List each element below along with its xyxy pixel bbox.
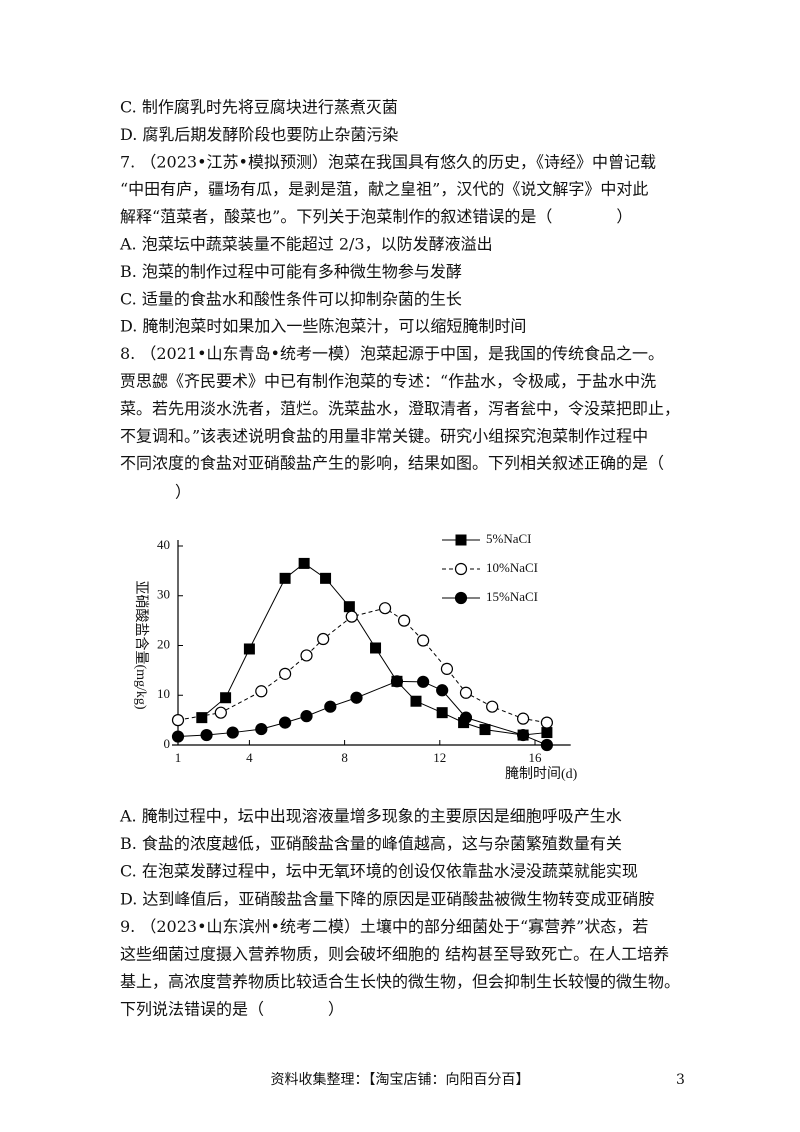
marker xyxy=(171,730,185,743)
marker xyxy=(279,716,292,729)
text-line: 8. （2021•山东青岛•统考一模）泡菜起源于中国，是我国的传统食品之一。 xyxy=(120,344,664,363)
text-line: 这些细菌过度摄入营养物质，则会破坏细胞的 结构甚至导致死亡。在人工培养 xyxy=(120,945,669,964)
text-line: D. 腌制泡菜时如果加入一些陈泡菜汁，可以缩短腌制时间 xyxy=(120,317,526,336)
marker xyxy=(440,662,454,675)
x-tick-label: 8 xyxy=(341,750,348,765)
marker xyxy=(459,711,473,724)
marker xyxy=(214,706,227,719)
legend-label: 5%NaCI xyxy=(486,531,532,546)
marker xyxy=(320,572,332,584)
y-tick-label: 10 xyxy=(157,686,170,701)
marker xyxy=(300,710,313,723)
text-line: B. 食盐的浓度越低，亚硝酸盐含量的峰值越高，这与杂菌繁殖数量有关 xyxy=(120,834,622,853)
marker xyxy=(459,686,473,699)
footer: 资料收集整理：【淘宝店铺：向阳百分百】 xyxy=(271,1071,530,1088)
marker xyxy=(279,572,291,584)
marker xyxy=(171,714,185,727)
text-line: D. 达到峰值后，亚硝酸盐含量下降的原因是亚硝酸盐被微生物转变成亚硝胺 xyxy=(120,889,654,908)
x-tick-label: 4 xyxy=(246,750,253,765)
marker xyxy=(390,675,404,688)
marker xyxy=(516,712,530,725)
marker xyxy=(345,610,358,623)
marker xyxy=(436,684,449,697)
marker xyxy=(300,649,313,662)
text-line: 贾思勰《齐民要术》中已有制作泡菜的专述：“作盐水，令极咸，于盐水中洗 xyxy=(120,372,656,391)
text-line: 7. （2023•江苏•模拟预测）泡菜在我国具有悠久的历史，《诗经》中曾记载 xyxy=(120,152,656,171)
text-line: 不复调和。”该表述说明食盐的用量非常关键。研究小组探究泡菜制作过程中 xyxy=(120,426,648,445)
marker xyxy=(378,602,392,615)
text-line: C. 制作腐乳时先将豆腐块进行蒸煮灭菌 xyxy=(120,98,398,117)
text-line: C. 在泡菜发酵过程中，坛中无氧环境的创设仅依靠盐水浸没蔬菜就能实现 xyxy=(120,862,638,881)
marker xyxy=(243,643,255,655)
text-line: D. 腐乳后期发酵阶段也要防止杂菌污染 xyxy=(120,125,398,144)
text-line: 不同浓度的食盐对亚硝酸盐产生的影响，结果如图。下列相关叙述正确的是（ xyxy=(120,454,664,473)
marker xyxy=(516,728,530,742)
x-tick-label: 1 xyxy=(175,750,182,765)
y-tick-label: 0 xyxy=(164,736,171,751)
marker xyxy=(410,695,422,707)
legend-label: 15%NaCI xyxy=(486,589,538,604)
x-axis-label: 腌制时间(d) xyxy=(505,766,578,782)
text-line: ） xyxy=(175,483,191,502)
legend-marker xyxy=(454,591,468,605)
text-line: 下列说法错误的是（ ） xyxy=(120,1000,344,1019)
text-line: 9. （2023•山东滨州•统考二模）土壤中的部分细菌处于“寡营养”状态，若 xyxy=(120,917,648,936)
marker xyxy=(370,642,382,654)
marker xyxy=(486,700,499,713)
marker xyxy=(255,722,268,736)
text-line: “中田有庐，疆场有瓜，是剥是菹，献之皇祖”，汉代的《说文解字》中对此 xyxy=(120,180,648,199)
text-line: B. 泡菜的制作过程中可能有多种微生物参与发酵 xyxy=(120,262,462,281)
marker xyxy=(540,716,554,729)
marker xyxy=(343,601,355,613)
marker xyxy=(226,726,239,739)
text-line: A. 泡菜坛中蔬菜装量不能超过 2/3，以防发酵液溢出 xyxy=(119,235,493,254)
marker xyxy=(541,727,553,739)
marker xyxy=(200,728,213,742)
marker xyxy=(479,724,491,736)
text-line: A. 腌制过程中，坛中出现溶液量增多现象的主要原因是细胞呼吸产生水 xyxy=(119,807,622,826)
y-tick-label: 20 xyxy=(157,636,170,651)
marker xyxy=(398,614,411,627)
marker xyxy=(436,707,448,719)
marker xyxy=(317,632,330,646)
x-tick-label: 12 xyxy=(433,750,446,765)
legend-marker xyxy=(455,534,467,546)
y-tick-label: 40 xyxy=(157,537,170,552)
text-line: 解释“菹菜者，酸菜也”。下列关于泡菜制作的叙述错误的是（ ） xyxy=(120,207,632,226)
marker xyxy=(540,738,554,752)
text-line: 菜。若先用淡水洗者，菹烂。洗菜盐水，澄取清者，泻者瓮中，令没菜把即止， xyxy=(120,399,680,418)
legend-marker xyxy=(454,562,468,576)
x-tick-label: 16 xyxy=(529,750,543,765)
y-tick-label: 30 xyxy=(157,587,170,602)
page-number: 3 xyxy=(676,1072,685,1088)
marker xyxy=(324,700,337,713)
marker xyxy=(220,692,232,704)
marker xyxy=(279,667,292,680)
marker xyxy=(196,712,208,724)
text-line: 基上，高浓度营养物质比较适合生长快的微生物，但会抑制生长较慢的微生物。 xyxy=(120,972,680,991)
y-axis-label: 亚硝酸盐含量(mg/kg) xyxy=(133,580,149,709)
marker xyxy=(350,691,363,704)
legend-label: 10%NaCI xyxy=(486,560,538,575)
marker xyxy=(417,675,430,688)
marker xyxy=(417,634,430,647)
marker xyxy=(298,557,310,569)
text-line: C. 适量的食盐水和酸性条件可以抑制杂菌的生长 xyxy=(120,289,462,308)
marker xyxy=(255,685,268,698)
